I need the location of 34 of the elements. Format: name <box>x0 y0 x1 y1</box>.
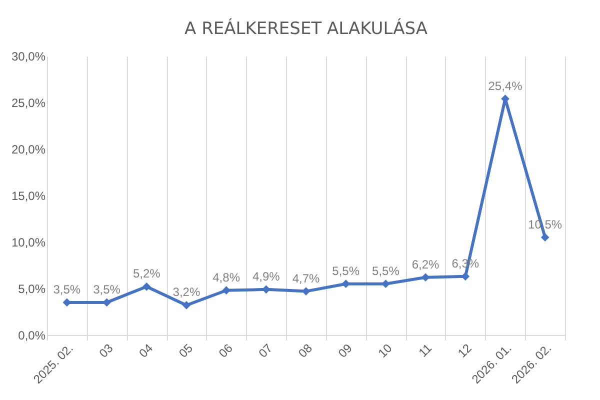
x-tick-label: 10 <box>375 340 395 360</box>
data-label: 4,9% <box>252 269 280 284</box>
point <box>182 301 191 310</box>
data-label: 6,2% <box>412 257 440 272</box>
data-label: 3,2% <box>172 285 200 300</box>
y-tick-label: 0,0% <box>18 328 46 342</box>
data-label: 3,5% <box>53 282 81 296</box>
data-label: 3,5% <box>93 282 121 296</box>
x-tick-label: 04 <box>136 340 156 360</box>
chart-title: A REÁLKERESET ALAKULÁSA <box>184 18 428 39</box>
x-tick-label: 12 <box>455 340 475 360</box>
point <box>540 233 550 242</box>
y-tick-label: 25,0% <box>11 96 46 110</box>
x-tick-label: 07 <box>256 340 276 360</box>
point <box>142 282 151 291</box>
x-tick-label: 05 <box>176 340 196 360</box>
y-tick-label: 10,0% <box>11 236 46 250</box>
data-label: 5,5% <box>372 264 400 278</box>
y-tick-label: 15,0% <box>11 189 46 203</box>
x-tick-label: 08 <box>296 340 316 360</box>
data-label: 4,7% <box>292 271 320 286</box>
y-tick-label: 20,0% <box>11 142 46 156</box>
y-tick-label: 5,0% <box>18 282 46 296</box>
data-label: 25,4% <box>488 78 523 93</box>
y-tick-label: 30,0% <box>11 50 46 64</box>
data-label: 4,8% <box>212 270 240 284</box>
data-label: 5,2% <box>132 266 161 281</box>
x-tick-label: 09 <box>335 340 356 360</box>
x-tick-label: 03 <box>96 340 116 360</box>
data-label: 5,5% <box>332 264 360 278</box>
x-tick-label: 06 <box>216 340 236 360</box>
point <box>222 286 230 295</box>
x-tick-label: 11 <box>416 340 435 360</box>
point <box>382 280 390 288</box>
